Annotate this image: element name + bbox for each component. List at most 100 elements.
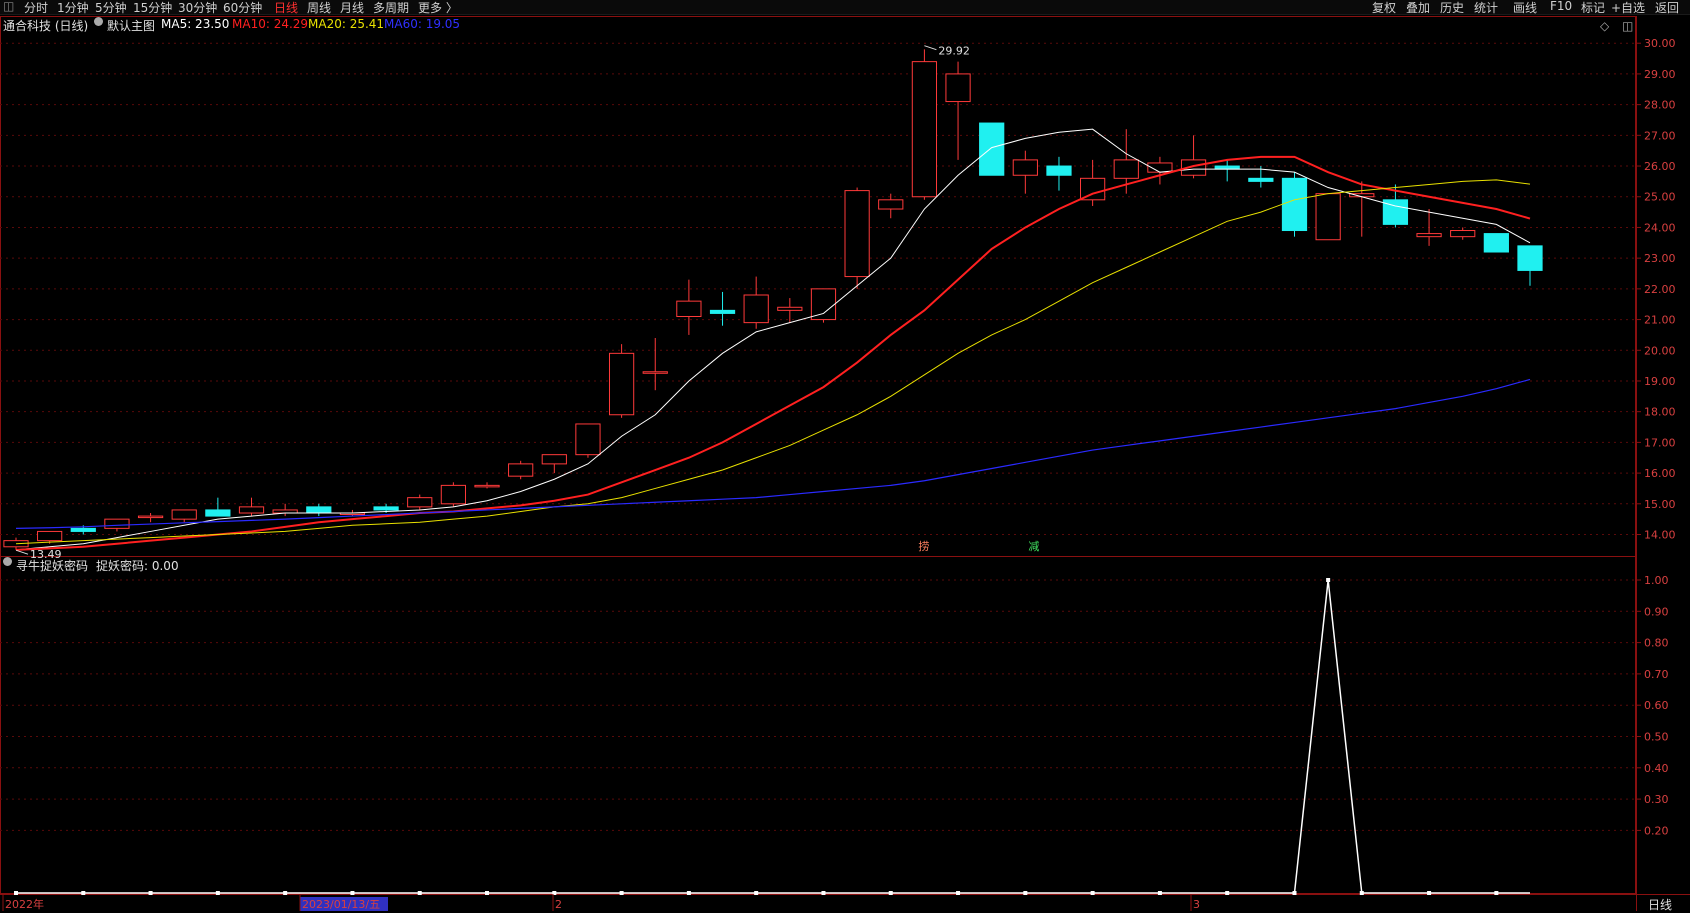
candle-body [575,423,601,456]
candle-body [508,463,534,477]
sub-y-tick-label: 0.60 [1644,699,1669,712]
candle-body [70,527,96,532]
sub-indicator-value: 捉妖密码: 0.00 [96,559,179,573]
ma-line-ma20 [15,179,1531,545]
add-watchlist-button[interactable]: +自选 [1611,1,1646,15]
sub-indicator-point [148,891,153,895]
sub-indicator-point [1023,891,1028,895]
sub-indicator-point [1359,891,1364,895]
candle-body [205,509,231,517]
main-frame [0,16,1636,557]
y-tick-label: 26.00 [1644,160,1676,173]
candle-body [676,300,702,317]
sub-indicator-point [619,891,624,895]
overlay-button[interactable]: 叠加 [1406,1,1431,15]
y-tick-label: 14.00 [1644,529,1676,542]
sub-indicator-point [14,891,18,895]
draw-button[interactable]: 画线 [1513,1,1538,15]
sub-indicator-point [417,891,422,895]
x-tick-label: 3 [1193,898,1200,911]
candle-body [238,506,265,514]
sub-indicator-point [485,891,490,895]
y-tick-label: 15.00 [1644,498,1676,511]
mark-button[interactable]: 标记 [1581,1,1606,15]
x-tick-label: 2 [555,898,562,911]
candle-body [810,288,837,321]
candle-body [743,294,769,324]
y-tick-label: 20.00 [1644,344,1676,357]
period-tab-15min[interactable]: 15分钟 [133,1,173,15]
y-tick-label: 19.00 [1644,375,1676,388]
ma5-value: MA5: 23.50 [161,17,230,31]
sub-y-tick-label: 0.40 [1644,762,1669,775]
candle-body [37,530,63,542]
period-tab-monthly[interactable]: 月线 [340,1,365,15]
main-indicator-name[interactable]: 默认主图 [107,19,156,33]
period-tab-1min[interactable]: 1分钟 [57,1,89,15]
y-tick-label: 24.00 [1644,221,1676,234]
period-label: 日线 [1648,898,1673,912]
y-tick-label: 30.00 [1644,37,1676,50]
period-tab-60min[interactable]: 60分钟 [223,1,263,15]
y-tick-label: 17.00 [1644,436,1676,449]
ma-line-ma10 [15,155,1531,551]
candle-body [1416,233,1442,238]
sub-indicator-point [1157,891,1162,895]
stats-button[interactable]: 统计 [1474,1,1499,15]
sub-y-tick-label: 0.70 [1644,668,1669,681]
period-tab-multi[interactable]: 多周期 [373,1,410,15]
y-tick-label: 18.00 [1644,406,1676,419]
sub-indicator-point [1427,891,1432,895]
y-tick-label: 16.00 [1644,467,1676,480]
adjust-button[interactable]: 复权 [1372,1,1397,15]
candle-body [104,518,130,529]
period-tab-weekly[interactable]: 周线 [307,1,332,15]
sub-indicator-point [686,891,691,895]
sub-indicator-point [821,891,826,895]
period-tab-more[interactable]: 更多 〉 [418,1,458,15]
sub-indicator-point [956,891,961,895]
back-button[interactable]: 返回 [1655,1,1680,15]
candle-body [1012,159,1038,176]
y-tick-label: 21.00 [1644,314,1676,327]
diamond-icon[interactable]: ◇ [1600,19,1610,33]
period-tab-timeshare[interactable]: 分时 [24,1,49,15]
x-tick-label: 2022年 [5,897,44,911]
period-tab-30min[interactable]: 30分钟 [178,1,218,15]
candle-body [608,352,635,416]
ma10-value: MA10: 24.29 [232,17,309,31]
sub-indicator-point [1292,891,1297,895]
y-tick-label: 23.00 [1644,252,1676,265]
sub-indicator-name[interactable]: 寻牛捉妖密码 [16,559,89,573]
ma20-value: MA20: 25.41 [308,17,385,31]
sub-indicator-point [1090,891,1095,895]
period-tab-daily[interactable]: 日线 [274,1,299,15]
candle-body [1450,230,1476,238]
history-button[interactable]: 历史 [1440,1,1465,15]
candle-body [1248,177,1274,182]
panel-icon[interactable]: ◫ [3,0,15,13]
candle-body [137,515,164,519]
sub-y-tick-label: 0.20 [1644,824,1669,837]
f10-button[interactable]: F10 [1550,0,1573,13]
sub-indicator-point [1494,891,1499,895]
sub-indicator-line [16,579,1530,894]
period-tab-5min[interactable]: 5分钟 [95,1,127,15]
candle-body [1315,193,1341,241]
candle-body [1046,165,1072,176]
sub-indicator-point [81,891,86,895]
candle-body [709,309,736,314]
candle-body [979,122,1005,176]
candle-body [945,73,971,103]
candle-body [474,484,500,488]
high-label: 29.92 [938,45,970,58]
candle-body [1080,177,1106,201]
candle-body [440,484,466,505]
candle-body [541,454,567,465]
window-icon[interactable]: ◫ [1622,19,1634,33]
candle-body [1517,245,1543,271]
sub-frame [0,556,1636,894]
candle-body [373,506,399,511]
low-pointer [15,549,29,555]
